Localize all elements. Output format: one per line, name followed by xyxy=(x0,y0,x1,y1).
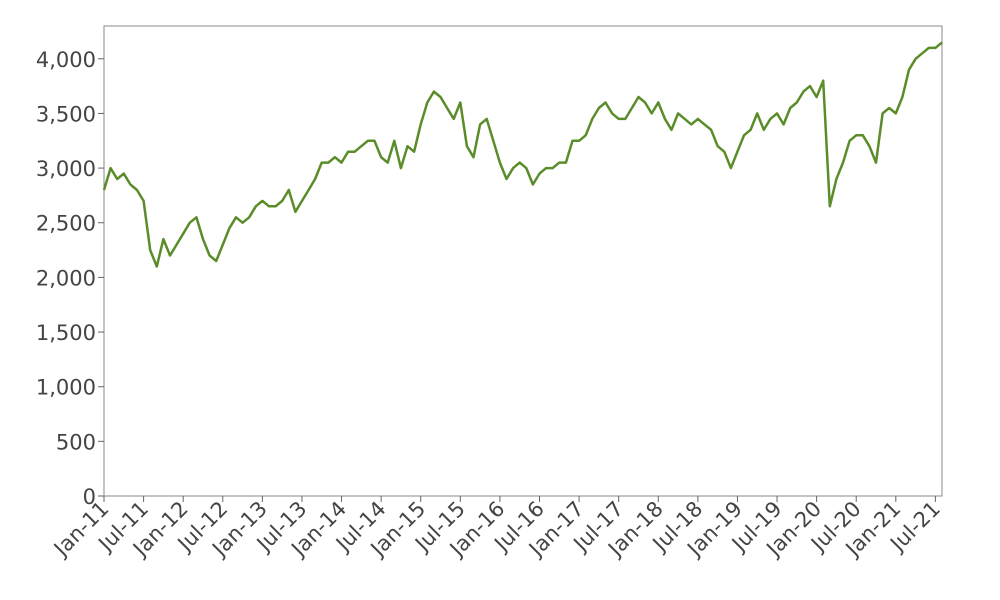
y-tick-label: 500 xyxy=(56,430,96,454)
y-tick-label: 1,000 xyxy=(36,376,96,400)
line xyxy=(102,41,943,268)
y-tick-label: 3,000 xyxy=(36,157,96,181)
y-tick-label: 2,500 xyxy=(36,212,96,236)
y-tick-label: 1,500 xyxy=(36,321,96,345)
y-tick-label: 3,500 xyxy=(36,102,96,126)
y-tick-label: 2,000 xyxy=(36,266,96,290)
y-tick-label: 4,000 xyxy=(36,48,96,72)
y-tick-label: 0 xyxy=(83,485,96,509)
plot-frame xyxy=(103,25,943,497)
